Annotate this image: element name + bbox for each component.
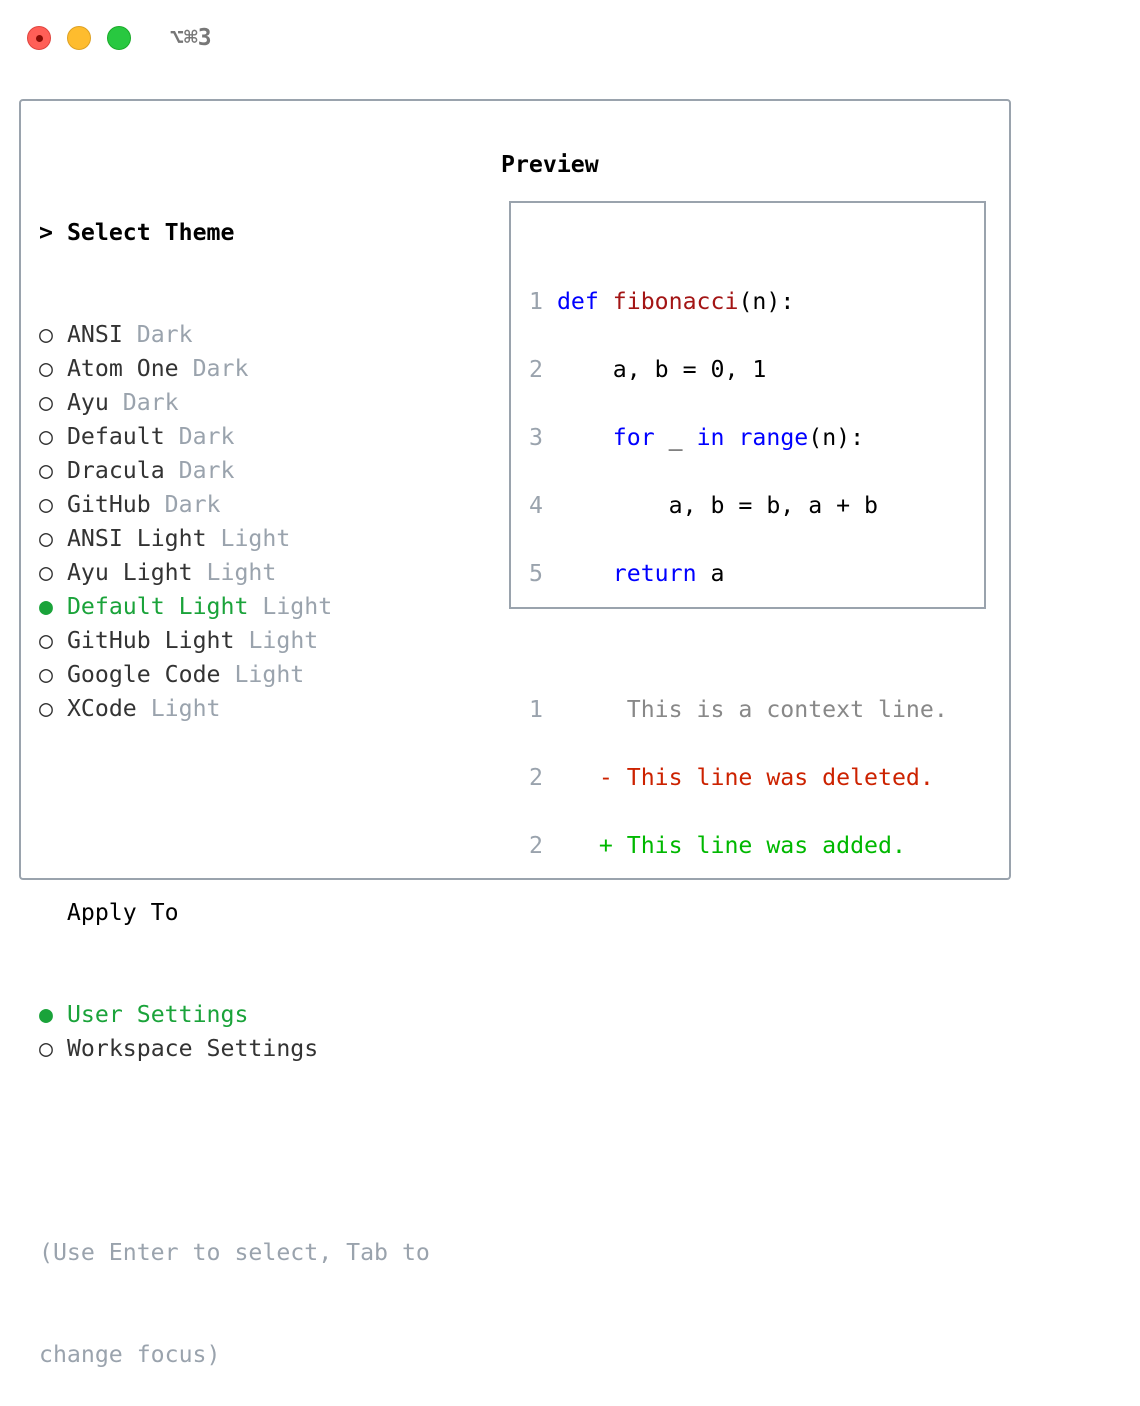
- radio-unselected-icon: ○: [39, 661, 53, 688]
- theme-name: Google Code: [66, 661, 221, 688]
- line-number: 4: [529, 492, 543, 519]
- diff-context-line: 1 This is a context line.: [529, 693, 948, 727]
- theme-variant: Dark: [122, 389, 179, 416]
- radio-unselected-icon: ○: [39, 321, 53, 348]
- radio-unselected-icon: ○: [39, 525, 53, 552]
- code-text: _: [654, 424, 697, 451]
- theme-variant: Light: [206, 559, 277, 586]
- apply-label: User Settings: [66, 1001, 249, 1028]
- theme-name: GitHub Light: [66, 627, 235, 654]
- theme-variant: Dark: [192, 355, 249, 382]
- code-text: a: [696, 560, 725, 587]
- theme-variant: Light: [220, 525, 291, 552]
- line-number: 1: [529, 288, 543, 315]
- maximize-window-button[interactable]: [107, 26, 131, 50]
- function-name: fibonacci: [612, 288, 739, 315]
- theme-name: Atom One: [66, 355, 179, 382]
- theme-variant: Light: [248, 627, 319, 654]
- keyword: return: [612, 560, 697, 587]
- theme-name: Ayu Light: [66, 559, 193, 586]
- theme-option[interactable]: ● Default Light Light: [39, 590, 430, 624]
- apply-option[interactable]: ○ Workspace Settings: [39, 1032, 430, 1066]
- theme-name: Default Light: [66, 593, 249, 620]
- theme-variant: Light: [150, 695, 221, 722]
- line-number: 3: [529, 424, 543, 451]
- theme-option[interactable]: ○ Default Dark: [39, 420, 430, 454]
- builtin: range: [738, 424, 809, 451]
- theme-option[interactable]: ○ Dracula Dark: [39, 454, 430, 488]
- theme-option[interactable]: ○ GitHub Light Light: [39, 624, 430, 658]
- line-number: 2: [529, 832, 543, 859]
- theme-option[interactable]: ○ ANSI Dark: [39, 318, 430, 352]
- radio-unselected-icon: ○: [39, 389, 53, 416]
- code-text: a, b = 0, 1: [556, 356, 767, 383]
- diff-added-line: 2 + This line was added.: [529, 829, 948, 863]
- code-text: (n):: [808, 424, 865, 451]
- radio-unselected-icon: ○: [39, 491, 53, 518]
- line-number: 2: [529, 356, 543, 383]
- keyword: for: [612, 424, 655, 451]
- theme-list: > Select Theme ○ ANSI Dark ○ Atom One Dar…: [39, 148, 430, 1406]
- apply-section-header: Apply To: [39, 896, 430, 930]
- theme-name: XCode: [66, 695, 137, 722]
- diff-text: - This line was deleted.: [598, 764, 934, 791]
- theme-variant: Dark: [164, 491, 221, 518]
- theme-option[interactable]: ○ Ayu Light Light: [39, 556, 430, 590]
- help-text: change focus): [39, 1341, 221, 1368]
- theme-name: ANSI: [66, 321, 123, 348]
- radio-unselected-icon: ○: [39, 355, 53, 382]
- theme-option[interactable]: ○ Google Code Light: [39, 658, 430, 692]
- focus-caret: >: [39, 219, 53, 246]
- line-number: 2: [529, 764, 543, 791]
- close-window-button[interactable]: [27, 26, 51, 50]
- theme-option[interactable]: ○ XCode Light: [39, 692, 430, 726]
- radio-unselected-icon: ○: [39, 1035, 53, 1062]
- section-title: Apply To: [66, 899, 179, 926]
- theme-name: Ayu: [66, 389, 109, 416]
- line-number: 5: [529, 560, 543, 587]
- keyword: in: [696, 424, 725, 451]
- theme-variant: Dark: [136, 321, 193, 348]
- help-text: (Use Enter to select, Tab to: [39, 1239, 430, 1266]
- theme-name: GitHub: [66, 491, 151, 518]
- line-number: 1: [529, 696, 543, 723]
- window-title: ⌥⌘3: [170, 25, 212, 51]
- apply-option[interactable]: ● User Settings: [39, 998, 430, 1032]
- theme-name: Default: [66, 423, 165, 450]
- theme-variant: Light: [234, 661, 305, 688]
- radio-unselected-icon: ○: [39, 695, 53, 722]
- minimize-window-button[interactable]: [67, 26, 91, 50]
- theme-name: Dracula: [66, 457, 165, 484]
- preview-title: Preview: [501, 151, 599, 178]
- code-preview: 1 def fibonacci(n): 2 a, b = 0, 1 3 for …: [529, 251, 948, 897]
- theme-variant: Light: [262, 593, 333, 620]
- theme-section-header: > Select Theme: [39, 216, 430, 250]
- diff-text: + This line was added.: [598, 832, 906, 859]
- theme-option[interactable]: ○ Ayu Dark: [39, 386, 430, 420]
- preview-box: [509, 201, 986, 609]
- radio-unselected-icon: ○: [39, 457, 53, 484]
- theme-option[interactable]: ○ GitHub Dark: [39, 488, 430, 522]
- radio-unselected-icon: ○: [39, 423, 53, 450]
- apply-label: Workspace Settings: [66, 1035, 319, 1062]
- keyword: def: [556, 288, 599, 315]
- theme-name: ANSI Light: [66, 525, 207, 552]
- theme-option[interactable]: ○ Atom One Dark: [39, 352, 430, 386]
- radio-unselected-icon: ○: [39, 559, 53, 586]
- radio-selected-icon: ●: [39, 1001, 53, 1028]
- theme-variant: Dark: [178, 423, 235, 450]
- section-title: Select Theme: [66, 219, 235, 246]
- radio-selected-icon: ●: [39, 593, 53, 620]
- radio-unselected-icon: ○: [39, 627, 53, 654]
- diff-deleted-line: 2 - This line was deleted.: [529, 761, 948, 795]
- theme-dialog: [19, 99, 1011, 880]
- code-text: a, b = b, a + b: [556, 492, 879, 519]
- code-text: (n):: [738, 288, 795, 315]
- theme-variant: Dark: [178, 457, 235, 484]
- theme-option[interactable]: ○ ANSI Light Light: [39, 522, 430, 556]
- diff-text: This is a context line.: [626, 696, 948, 723]
